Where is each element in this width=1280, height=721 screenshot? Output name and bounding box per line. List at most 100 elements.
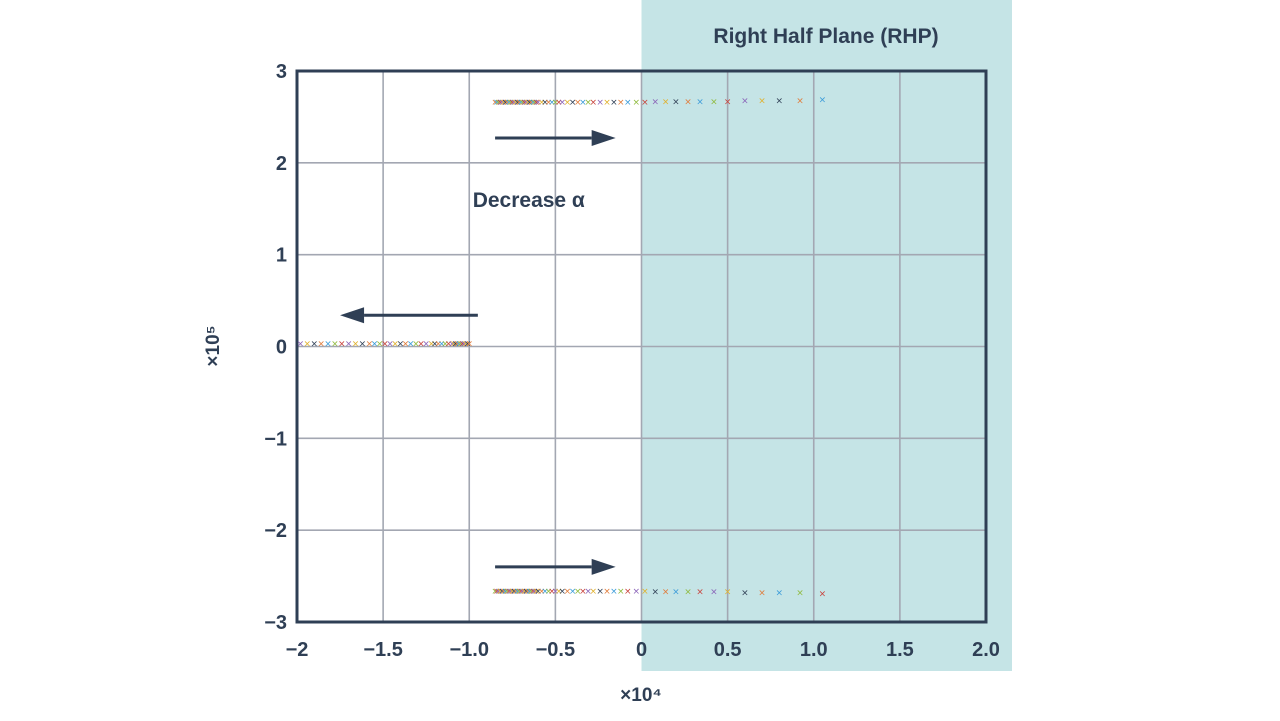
pole-marker: × — [579, 98, 587, 108]
pole-marker: × — [434, 340, 442, 350]
pole-marker: × — [505, 98, 513, 108]
pole-marker: × — [758, 96, 766, 106]
pole-marker: × — [493, 98, 501, 108]
pole-marker: × — [386, 340, 394, 350]
pole-marker: × — [596, 98, 604, 108]
pole-marker: × — [495, 587, 503, 597]
pole-marker: × — [495, 98, 503, 108]
pole-marker: × — [417, 340, 425, 350]
pole-marker: × — [564, 98, 572, 108]
decrease-alpha-annotation: Decrease α — [473, 189, 585, 212]
pole-marker: × — [776, 96, 784, 106]
pole-marker: × — [819, 590, 827, 600]
rhp-label: Right Half Plane (RHP) — [713, 25, 938, 48]
pole-marker: × — [515, 587, 523, 597]
pole-marker: × — [796, 589, 804, 599]
x-tick-label: −2 — [286, 639, 309, 661]
pole-marker: × — [519, 587, 527, 597]
pole-marker: × — [462, 340, 470, 350]
pole-marker: × — [652, 588, 660, 598]
y-tick-labels: 3 2 1 0 −1 −2 −3 — [264, 61, 287, 634]
pole-marker: × — [633, 98, 641, 108]
pole-marker: × — [438, 340, 446, 350]
pole-marker: × — [455, 340, 463, 350]
pole-marker: × — [596, 587, 604, 597]
pole-marker: × — [584, 98, 592, 108]
pole-marker: × — [569, 98, 577, 108]
pole-marker: × — [391, 340, 399, 350]
x-tick-label: 1.0 — [800, 639, 828, 661]
pole-marker: × — [541, 98, 549, 108]
pole-marker: × — [519, 98, 527, 108]
pole-marker: × — [534, 587, 542, 597]
pole-marker: × — [397, 340, 405, 350]
pole-marker: × — [502, 98, 510, 108]
pole-marker: × — [460, 340, 468, 350]
pole-marker: × — [521, 587, 529, 597]
pole-marker: × — [512, 98, 520, 108]
pole-marker: × — [531, 98, 539, 108]
y-tick-label: 3 — [276, 61, 287, 83]
pole-marker: × — [524, 587, 532, 597]
pole-marker: × — [338, 340, 346, 350]
pole-marker: × — [441, 340, 449, 350]
pole-marker: × — [603, 98, 611, 108]
pole-marker: × — [457, 340, 465, 350]
pole-marker: × — [431, 340, 439, 350]
pole-marker: × — [558, 587, 566, 597]
x-tick-label: 2.0 — [972, 639, 1000, 661]
pole-marker: × — [533, 98, 541, 108]
pole-marker: × — [624, 587, 632, 597]
pole-marker: × — [509, 98, 517, 108]
pole-marker: × — [552, 587, 560, 597]
pole-marker: × — [304, 340, 312, 350]
pole-marker: × — [524, 98, 532, 108]
pole-marker: × — [564, 587, 572, 597]
pole-marker: × — [662, 588, 670, 598]
pole-marker: × — [452, 340, 460, 350]
pole-marker: × — [526, 98, 534, 108]
y-tick-label: −3 — [264, 612, 287, 634]
pole-marker: × — [345, 340, 353, 350]
pole-marker: × — [297, 340, 305, 350]
pole-marker: × — [352, 340, 360, 350]
x-tick-label: −0.5 — [536, 639, 575, 661]
pole-marker: × — [696, 97, 704, 107]
pole-marker: × — [526, 587, 534, 597]
x-tick-label: −1.5 — [363, 639, 402, 661]
y-tick-label: 1 — [276, 245, 287, 267]
pole-marker: × — [617, 98, 625, 108]
x-tick-label: 0 — [636, 639, 647, 661]
pole-marker: × — [589, 98, 597, 108]
pole-marker: × — [534, 98, 542, 108]
pole-marker: × — [710, 588, 718, 598]
pole-marker: × — [662, 97, 670, 107]
pole-marker: × — [522, 587, 530, 597]
pole-marker: × — [450, 340, 458, 350]
pole-marker: × — [500, 587, 508, 597]
pole-marker: × — [507, 98, 515, 108]
pole-marker: × — [514, 587, 522, 597]
pole-marker: × — [633, 587, 641, 597]
pole-marker: × — [541, 587, 549, 597]
pole-marker: × — [574, 98, 582, 108]
pole-marker: × — [498, 587, 506, 597]
y-tick-label: −1 — [264, 428, 287, 450]
pole-marker: × — [507, 587, 515, 597]
pole-marker: × — [555, 98, 563, 108]
pole-marker: × — [555, 587, 563, 597]
pole-marker: × — [428, 340, 436, 350]
pole-marker: × — [696, 588, 704, 598]
pole-marker: × — [505, 587, 513, 597]
pole-marker: × — [672, 97, 680, 107]
pole-marker: × — [533, 587, 541, 597]
y-tick-label: −2 — [264, 520, 287, 542]
pole-markers: ××××××××××××××××××××××××××××××××××××××× ×… — [297, 95, 826, 599]
pole-marker: × — [652, 97, 660, 107]
y-axis-multiplier: ×10⁵ — [203, 325, 224, 366]
pole-marker: × — [453, 340, 461, 350]
pole-marker: × — [558, 98, 566, 108]
pole-marker: × — [445, 340, 453, 350]
pole-marker: × — [376, 340, 384, 350]
pole-marker: × — [641, 98, 649, 108]
